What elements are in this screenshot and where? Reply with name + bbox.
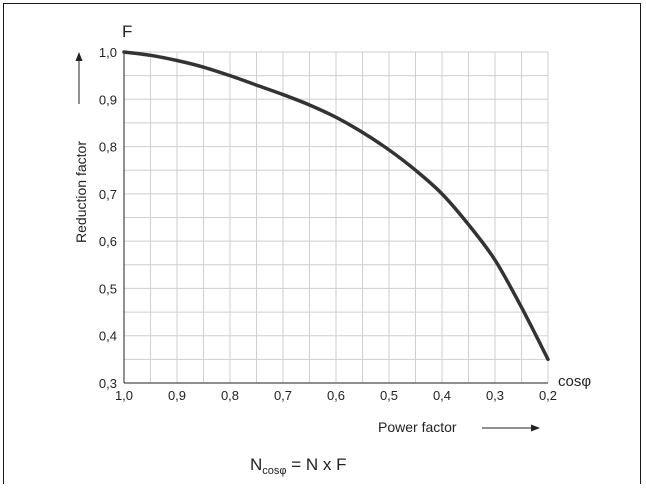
y-tick-label: 1,0 — [99, 45, 117, 60]
axes — [123, 52, 548, 384]
x-tick-label: 0,8 — [221, 388, 239, 403]
reduction-factor-curve — [122, 50, 550, 362]
y-axis-label: Reduction factor — [73, 141, 89, 243]
formula: Ncosφ = N x F — [250, 455, 347, 477]
y-tick-label: 0,5 — [99, 281, 117, 296]
y-arrow-head — [75, 52, 83, 61]
y-symbol: F — [122, 22, 132, 41]
y-tick-label: 0,4 — [99, 329, 117, 344]
x-tick-label: 0,4 — [433, 388, 451, 403]
y-tick-label: 0,7 — [99, 187, 117, 202]
formula-subscript: cosφ — [262, 465, 286, 477]
x-tick-label: 0,7 — [274, 388, 292, 403]
x-tick-label: 0,3 — [486, 388, 504, 403]
x-symbol: cosφ — [558, 373, 591, 390]
y-tick-label: 0,6 — [99, 234, 117, 249]
series-layer — [122, 50, 550, 362]
y-tick-label: 0,9 — [99, 92, 117, 107]
formula-rhs: = N x F — [287, 455, 347, 474]
y-tick-label: 0,8 — [99, 140, 117, 155]
x-tick-label: 0,2 — [539, 388, 557, 403]
grid — [123, 51, 549, 384]
x-axis-label: Power factor — [378, 419, 457, 435]
y-tick-label: 0,3 — [99, 376, 117, 391]
x-tick-label: 0,6 — [327, 388, 345, 403]
x-arrow-head — [531, 424, 540, 432]
figure-frame — [3, 3, 641, 484]
tick-labels: 1,0 0,9 0,8 0,7 0,6 0,5 0,4 0,3 0,2 0,3 0,4 0,5 0,6 0… — [99, 45, 557, 403]
x-tick-label: 0,9 — [168, 388, 186, 403]
formula-lhs: N — [250, 455, 262, 474]
x-tick-label: 0,5 — [380, 388, 398, 403]
x-tick-label: 1,0 — [115, 388, 133, 403]
